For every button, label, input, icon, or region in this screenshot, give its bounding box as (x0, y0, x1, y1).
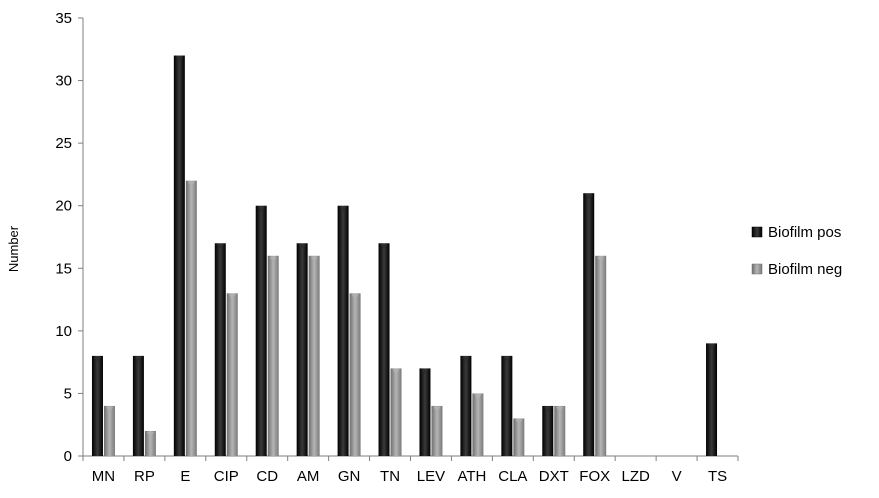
bar-cap (146, 431, 154, 437)
x-tick-label: DXT (539, 468, 569, 485)
y-tick-label: 0 (64, 448, 72, 465)
x-tick-label: RP (134, 468, 155, 485)
legend-label: Biofilm neg (768, 261, 842, 278)
bar-cap (105, 406, 113, 412)
x-tick-label: CIP (214, 468, 239, 485)
bar-biofilm-neg (472, 393, 484, 456)
bar-cap (380, 244, 388, 250)
bar-biofilm-pos (460, 355, 472, 456)
bar-biofilm-neg (349, 293, 361, 456)
bar-cap (515, 419, 523, 425)
bar-biofilm-neg (431, 405, 443, 456)
legend: Biofilm pos Biofilm neg (751, 224, 842, 278)
y-tick-label: 5 (64, 385, 72, 402)
x-tick-label: ATH (457, 468, 486, 485)
bar-biofilm-pos (419, 368, 431, 456)
bar-biofilm-neg (144, 430, 156, 456)
legend-swatch (751, 263, 763, 275)
x-tick-label: FOX (579, 468, 610, 485)
bar-cap (433, 406, 441, 412)
bar-cap (339, 206, 347, 212)
y-tick-label: 35 (55, 10, 72, 27)
x-tick-label: TS (708, 468, 727, 485)
legend-label: Biofilm pos (768, 224, 841, 241)
x-tick-label: MN (92, 468, 115, 485)
y-tick-label: 30 (55, 73, 72, 90)
bar-biofilm-pos (91, 355, 103, 456)
y-axis-title: Number (6, 225, 21, 272)
x-tick-label: LEV (417, 468, 445, 485)
bar-biofilm-neg (513, 418, 525, 456)
bar-biofilm-neg (185, 180, 197, 456)
bar-cap (392, 369, 400, 375)
bar-biofilm-neg (595, 255, 607, 456)
y-tick-label: 25 (55, 135, 72, 152)
bar-cap (503, 356, 511, 362)
bar-cap (175, 56, 183, 62)
bar-biofilm-pos (255, 205, 267, 456)
bar-cap (708, 344, 716, 350)
y-tick-label: 10 (55, 323, 72, 340)
bar-biofilm-pos (214, 243, 226, 456)
bar-biofilm-neg (103, 405, 115, 456)
bar-biofilm-neg (308, 255, 320, 456)
bar-cap (269, 256, 277, 262)
bar-biofilm-neg (554, 405, 566, 456)
bar-biofilm-pos (173, 55, 185, 457)
bar-cap (474, 394, 482, 400)
y-tick-label: 15 (55, 260, 72, 277)
bar-biofilm-pos (542, 405, 554, 456)
x-tick-label: CD (256, 468, 278, 485)
bar-cap (421, 369, 429, 375)
bar-biofilm-neg (390, 368, 402, 456)
bar-biofilm-pos (132, 355, 144, 456)
y-tick-label: 20 (55, 198, 72, 215)
bar-cap (298, 244, 306, 250)
x-tick-label: E (180, 468, 190, 485)
bar-cap (134, 356, 142, 362)
bar-cap (257, 206, 265, 212)
bar-cap (351, 294, 359, 300)
bar-cap (187, 181, 195, 187)
bar-cap (544, 406, 552, 412)
bar-cap (597, 256, 605, 262)
x-tick-label: TN (380, 468, 400, 485)
bar-biofilm-neg (226, 293, 238, 456)
bar-biofilm-pos (296, 243, 308, 456)
bar-biofilm-neg (267, 255, 279, 456)
bar-biofilm-pos (378, 243, 390, 456)
bar-biofilm-pos (706, 343, 718, 456)
x-tick-label: CLA (498, 468, 527, 485)
x-tick-label: AM (297, 468, 320, 485)
x-tick-label: GN (338, 468, 361, 485)
bar-cap (93, 356, 101, 362)
bar-cap (556, 406, 564, 412)
bar-cap (310, 256, 318, 262)
bar-biofilm-pos (583, 193, 595, 456)
x-tick-label: LZD (621, 468, 650, 485)
bar-biofilm-pos (337, 205, 349, 456)
legend-swatch (751, 226, 763, 238)
bar-cap (585, 194, 593, 200)
bar-cap (228, 294, 236, 300)
bar-biofilm-pos (501, 355, 513, 456)
bar-cap (216, 244, 224, 250)
x-tick-label: V (672, 468, 682, 485)
bar-cap (462, 356, 470, 362)
